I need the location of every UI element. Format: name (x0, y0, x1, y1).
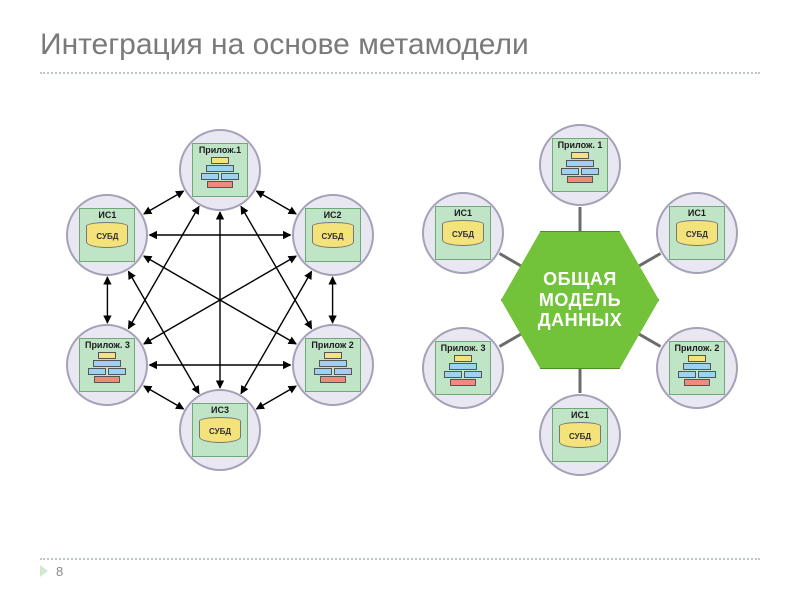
mesh-edge (144, 386, 184, 409)
database-icon: СУБД (676, 220, 718, 246)
app-node: Прилож. 1 (539, 124, 621, 206)
database-icon: СУБД (312, 222, 354, 248)
divider-top (40, 72, 760, 74)
database-icon: СУБД (86, 222, 128, 248)
spoke-edge (580, 300, 661, 347)
database-icon: СУБД (559, 422, 601, 448)
db-node: ИС2 СУБД (292, 194, 374, 276)
mesh-edge (128, 271, 199, 393)
node-label: ИС1 (688, 209, 706, 218)
mesh-edge (144, 256, 296, 344)
mesh-edge (144, 191, 184, 214)
app-icon (674, 355, 720, 386)
spoke-edge (499, 254, 580, 301)
mesh-edge (256, 386, 296, 409)
divider-bottom (40, 558, 760, 560)
node-label: Прилож. 3 (85, 341, 130, 350)
play-icon (40, 565, 48, 577)
node-label: Прилож. 3 (441, 344, 486, 353)
node-label: Прилож. 2 (674, 344, 719, 353)
mesh-edge (144, 256, 296, 344)
database-icon: СУБД (199, 417, 241, 443)
diagram-canvas: Прилож.1 ИС2 СУБД Прилож 2 ИС3 СУБД Прилож. 3 И… (40, 90, 760, 510)
app-node: Прилож 2 (292, 324, 374, 406)
node-label: ИС2 (324, 211, 342, 220)
central-hexagon: ОБЩАЯ МОДЕЛЬ ДАННЫХ (501, 231, 659, 369)
app-icon (440, 355, 486, 386)
node-label: Прилож 2 (311, 341, 353, 350)
db-node: ИС1 СУБД (656, 192, 738, 274)
mesh-edge (241, 206, 312, 328)
app-node: Прилож.1 (179, 129, 261, 211)
app-icon (310, 352, 356, 383)
node-label: Прилож. 1 (558, 141, 603, 150)
app-node: Прилож. 2 (656, 327, 738, 409)
page-number: 8 (56, 564, 63, 579)
db-label: СУБД (559, 426, 601, 448)
app-icon (557, 152, 603, 183)
db-label: СУБД (199, 421, 241, 443)
database-icon: СУБД (442, 220, 484, 246)
app-icon (84, 352, 130, 383)
db-label: СУБД (312, 226, 354, 248)
app-icon (197, 157, 243, 188)
spoke-edge (499, 300, 580, 347)
node-label: Прилож.1 (199, 146, 241, 155)
app-node: Прилож. 3 (422, 327, 504, 409)
db-node: ИС1 СУБД (539, 394, 621, 476)
mesh-edge (241, 271, 312, 393)
db-label: СУБД (676, 224, 718, 246)
node-label: ИС1 (454, 209, 472, 218)
app-node: Прилож. 3 (66, 324, 148, 406)
node-label: ИС1 (98, 211, 116, 220)
page-title: Интеграция на основе метамодели (40, 28, 529, 62)
mesh-edge (256, 191, 296, 214)
db-label: СУБД (86, 226, 128, 248)
mesh-edge (128, 206, 199, 328)
node-label: ИС3 (211, 406, 229, 415)
db-node: ИС3 СУБД (179, 389, 261, 471)
node-label: ИС1 (571, 411, 589, 420)
db-node: ИС1 СУБД (66, 194, 148, 276)
db-label: СУБД (442, 224, 484, 246)
db-node: ИС1 СУБД (422, 192, 504, 274)
spoke-edge (580, 254, 661, 301)
